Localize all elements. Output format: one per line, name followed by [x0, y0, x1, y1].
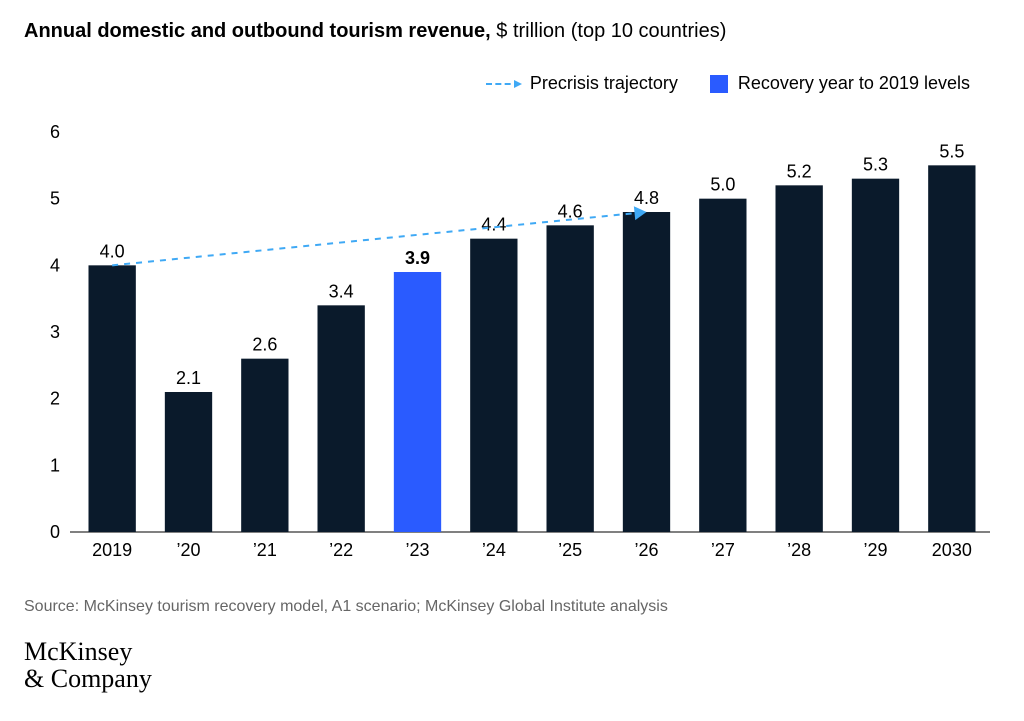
bar-value-label: 5.3: [863, 155, 888, 175]
y-tick-label: 4: [50, 255, 60, 275]
chart-container: Annual domestic and outbound tourism rev…: [0, 0, 1024, 721]
bar-value-label: 5.2: [787, 161, 812, 181]
bar-value-label: 4.8: [634, 188, 659, 208]
legend-item-recovery: Recovery year to 2019 levels: [710, 73, 970, 94]
bar-value-label: 5.0: [710, 175, 735, 195]
x-tick-label: ’28: [787, 540, 811, 560]
bar: [928, 165, 975, 532]
legend-item-trajectory: Precrisis trajectory: [486, 73, 678, 94]
bar: [470, 239, 517, 532]
x-tick-label: ’21: [253, 540, 277, 560]
brand-logo-line2: & Company: [24, 665, 1000, 692]
y-tick-label: 2: [50, 389, 60, 409]
bar: [165, 392, 212, 532]
bar: [318, 305, 365, 532]
chart-area: 0 1 2 3 4 5 6 4.0 2019 2.1 ’20 2.6 ’21 3.4 ’22 3.9 ’23 4.…: [24, 112, 1000, 562]
x-tick-label: ’20: [176, 540, 200, 560]
y-tick-label: 6: [50, 122, 60, 142]
bar-value-label: 3.9: [405, 248, 430, 268]
legend-trajectory-label: Precrisis trajectory: [530, 73, 678, 94]
bar-value-label: 3.4: [329, 281, 354, 301]
x-tick-label: ’25: [558, 540, 582, 560]
recovery-swatch-icon: [710, 75, 728, 93]
y-tick-label: 5: [50, 189, 60, 209]
bar: [776, 185, 823, 532]
bar: [623, 212, 670, 532]
x-tick-label: ’29: [863, 540, 887, 560]
bar: [699, 199, 746, 532]
brand-logo: McKinsey & Company: [24, 638, 1000, 693]
chart-title-bold: Annual domestic and outbound tourism rev…: [24, 20, 491, 42]
bar: [89, 265, 136, 532]
x-tick-label: ’23: [405, 540, 429, 560]
y-tick-label: 0: [50, 522, 60, 542]
legend-recovery-label: Recovery year to 2019 levels: [738, 73, 970, 94]
trajectory-line-icon: [486, 83, 520, 85]
x-tick-label: 2030: [932, 540, 972, 560]
bar-value-label: 2.1: [176, 368, 201, 388]
x-tick-label: ’24: [482, 540, 506, 560]
bar: [241, 359, 288, 532]
chart-title-rest: $ trillion (top 10 countries): [491, 20, 727, 42]
bar: [394, 272, 441, 532]
bar: [547, 225, 594, 532]
y-tick-label: 3: [50, 322, 60, 342]
chart-title: Annual domestic and outbound tourism rev…: [24, 20, 1000, 43]
bar-value-label: 4.4: [481, 215, 506, 235]
bar: [852, 179, 899, 532]
x-tick-label: ’26: [634, 540, 658, 560]
legend: Precrisis trajectory Recovery year to 20…: [24, 73, 1000, 94]
x-tick-label: 2019: [92, 540, 132, 560]
bar-value-label: 2.6: [252, 335, 277, 355]
bar-value-label: 4.0: [100, 241, 125, 261]
y-tick-label: 1: [50, 455, 60, 475]
x-tick-label: ’22: [329, 540, 353, 560]
bar-chart: 0 1 2 3 4 5 6 4.0 2019 2.1 ’20 2.6 ’21 3.4 ’22 3.9 ’23 4.…: [24, 112, 1000, 562]
x-tick-label: ’27: [711, 540, 735, 560]
bar-value-label: 5.5: [939, 141, 964, 161]
brand-logo-line1: McKinsey: [24, 638, 1000, 665]
source-line: Source: McKinsey tourism recovery model,…: [24, 598, 1000, 616]
